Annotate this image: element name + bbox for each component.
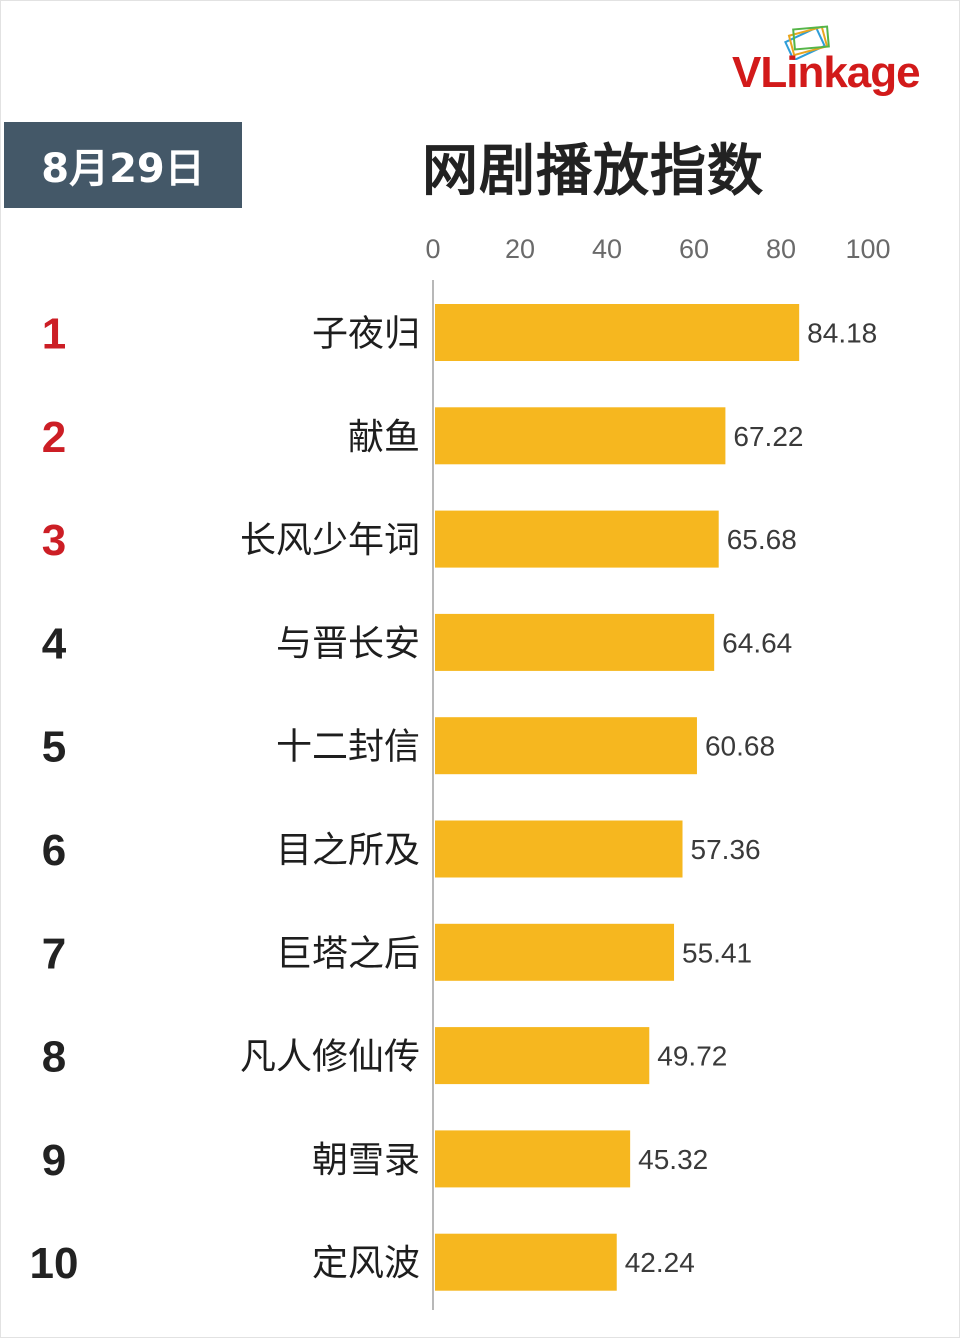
- value-label: 64.64: [722, 627, 792, 658]
- bar: [435, 717, 697, 775]
- bar: [435, 304, 800, 361]
- rank-number: 8: [42, 1033, 66, 1082]
- logo-text: VLinkage: [732, 48, 921, 97]
- bar: [435, 1233, 617, 1291]
- value-label: 45.32: [638, 1144, 708, 1175]
- value-label: 57.36: [691, 834, 761, 865]
- bar: [435, 923, 675, 981]
- category-label: 巨塔之后: [276, 933, 420, 974]
- bar: [435, 1027, 650, 1085]
- value-label: 60.68: [705, 731, 775, 762]
- bar: [435, 820, 683, 878]
- value-label: 67.22: [733, 421, 803, 452]
- x-tick-label: 20: [505, 234, 535, 264]
- category-label: 定风波: [312, 1243, 420, 1284]
- rank-number: 4: [42, 619, 67, 668]
- x-tick-label: 60: [679, 234, 709, 264]
- rank-number: 7: [42, 929, 66, 978]
- value-label: 49.72: [657, 1041, 727, 1072]
- chart-title: 网剧播放指数: [422, 139, 764, 204]
- rank-number: 3: [42, 516, 66, 565]
- category-label: 献鱼: [348, 417, 420, 458]
- value-label: 42.24: [625, 1247, 695, 1278]
- bar: [435, 1130, 631, 1188]
- x-tick-label: 40: [592, 234, 622, 264]
- category-label: 目之所及: [276, 830, 420, 871]
- vlinkage-logo: VLinkage: [732, 18, 954, 104]
- rank-number: 5: [42, 723, 66, 772]
- value-label: 65.68: [727, 524, 797, 555]
- bar: [435, 510, 719, 568]
- stacked-cards-icon: [784, 25, 830, 60]
- category-label: 十二封信: [276, 727, 420, 768]
- rank-number: 2: [42, 413, 66, 462]
- value-label: 84.18: [807, 318, 877, 349]
- category-label: 凡人修仙传: [240, 1037, 420, 1078]
- rank-number: 1: [42, 310, 66, 359]
- category-label: 朝雪录: [312, 1140, 420, 1181]
- x-tick-label: 100: [845, 234, 890, 264]
- x-tick-label: 80: [766, 234, 796, 264]
- rank-number: 10: [30, 1239, 79, 1288]
- value-label: 55.41: [682, 937, 752, 968]
- rank-number: 6: [42, 826, 66, 875]
- category-label: 子夜归: [312, 314, 420, 355]
- x-tick-label: 0: [425, 234, 440, 264]
- date-badge: 8月29日: [4, 122, 242, 208]
- bar: [435, 407, 726, 465]
- bar: [435, 613, 715, 671]
- rank-number: 9: [42, 1136, 66, 1185]
- category-label: 与晋长安: [276, 623, 420, 664]
- category-label: 长风少年词: [240, 520, 420, 561]
